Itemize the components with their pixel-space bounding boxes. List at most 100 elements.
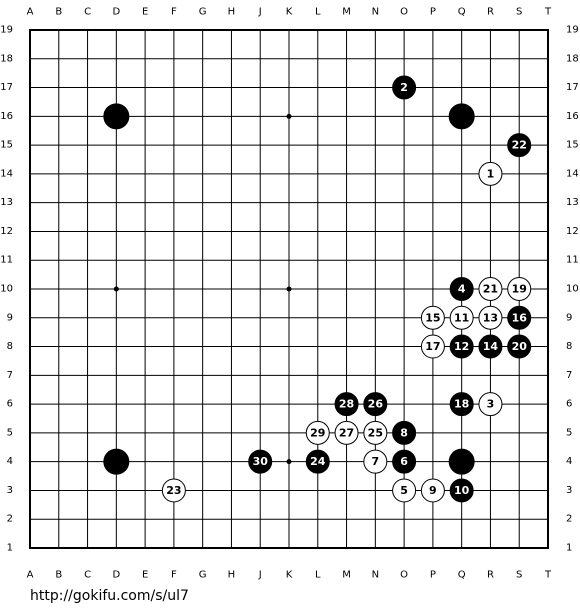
column-label: T [544, 7, 552, 18]
column-label: A [27, 7, 34, 18]
move-number: 26 [368, 398, 384, 411]
white-stone [305, 420, 330, 445]
column-label: P [430, 570, 436, 581]
row-label: 9 [566, 312, 572, 323]
move-number: 28 [339, 398, 354, 411]
column-label: L [315, 570, 321, 581]
row-label: 15 [566, 140, 579, 151]
column-label: O [400, 7, 408, 18]
move-number: 18 [454, 398, 469, 411]
column-label: N [372, 570, 379, 581]
source-url: http://gokifu.com/s/ul7 [30, 588, 189, 604]
move-number: 21 [483, 283, 498, 296]
black-stone [392, 75, 417, 100]
column-label: E [142, 7, 148, 18]
column-label: C [84, 7, 91, 18]
row-label: 16 [0, 111, 13, 122]
black-stone [334, 392, 359, 417]
column-label: D [112, 570, 120, 581]
black-stone [363, 392, 388, 417]
column-label: Q [458, 7, 466, 18]
row-label: 18 [0, 53, 13, 64]
white-stone [449, 305, 474, 330]
column-label: K [286, 570, 293, 581]
move-number: 16 [512, 311, 528, 324]
column-label: E [142, 570, 148, 581]
move-number: 4 [458, 283, 466, 296]
column-label: D [112, 7, 120, 18]
move-number: 20 [512, 340, 528, 353]
column-label: F [171, 570, 177, 581]
move-number: 13 [483, 311, 498, 324]
row-label: 17 [566, 82, 579, 93]
row-label: 8 [7, 341, 13, 352]
move-number: 22 [512, 139, 527, 152]
column-label: B [55, 7, 62, 18]
row-label: 2 [566, 514, 572, 525]
column-label: J [258, 7, 262, 18]
move-number: 3 [487, 398, 495, 411]
white-stone [363, 449, 388, 474]
column-label: G [199, 7, 207, 18]
row-label: 19 [0, 25, 13, 36]
column-label: G [199, 570, 207, 581]
white-stone [420, 478, 445, 503]
column-label: L [315, 7, 321, 18]
move-number: 10 [454, 484, 470, 497]
white-stone [478, 277, 503, 301]
move-number: 15 [425, 311, 440, 324]
column-label: H [228, 570, 236, 581]
white-stone [478, 161, 503, 186]
black-stone [449, 392, 474, 417]
column-label: M [342, 7, 351, 18]
black-stone [449, 478, 474, 503]
row-label: 13 [566, 197, 579, 208]
row-label: 1 [566, 543, 572, 554]
row-label: 11 [0, 255, 13, 266]
row-label: 12 [0, 226, 13, 237]
white-stone [478, 305, 503, 330]
move-number: 24 [310, 455, 326, 468]
black-stone [305, 449, 330, 474]
row-label: 19 [566, 25, 579, 36]
move-number: 8 [400, 426, 408, 439]
row-label: 10 [0, 284, 13, 295]
column-label: Q [458, 570, 466, 581]
column-label: H [228, 7, 236, 18]
black-stone [103, 448, 130, 475]
column-label: K [286, 7, 293, 18]
column-label: S [516, 7, 522, 18]
row-label: 17 [0, 82, 13, 93]
white-stone [507, 277, 532, 301]
black-stone [448, 103, 475, 130]
star-point [286, 113, 292, 119]
column-label: R [487, 7, 494, 18]
white-stone [161, 478, 186, 503]
move-number: 9 [429, 484, 437, 497]
row-label: 4 [566, 456, 572, 467]
move-number: 30 [253, 455, 269, 468]
move-number: 23 [166, 484, 181, 497]
row-label: 2 [7, 514, 13, 525]
row-label: 16 [566, 111, 579, 122]
row-label: 14 [566, 168, 579, 179]
column-label: T [544, 570, 552, 581]
black-stone [248, 449, 273, 474]
move-number: 19 [512, 283, 527, 296]
row-label: 6 [7, 399, 13, 410]
row-label: 4 [7, 456, 13, 467]
row-label: 5 [566, 427, 572, 438]
move-number: 5 [400, 484, 408, 497]
white-stone [392, 478, 417, 503]
black-stone [448, 448, 475, 475]
black-stone [507, 334, 532, 359]
black-stone [392, 449, 417, 474]
row-label: 7 [566, 370, 572, 381]
row-label: 9 [7, 312, 13, 323]
board-border [29, 29, 549, 549]
white-stone [363, 420, 388, 445]
star-point [286, 459, 292, 465]
move-number: 6 [400, 455, 408, 468]
